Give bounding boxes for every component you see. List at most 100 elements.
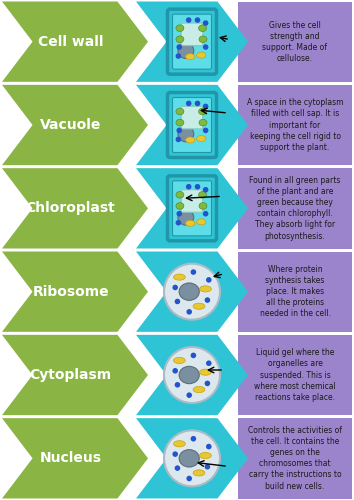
Ellipse shape [178, 210, 194, 225]
Circle shape [176, 220, 181, 226]
Polygon shape [136, 2, 248, 82]
Ellipse shape [173, 440, 185, 447]
Circle shape [187, 309, 192, 314]
Ellipse shape [200, 452, 211, 458]
Circle shape [203, 128, 209, 133]
Ellipse shape [199, 25, 206, 32]
Circle shape [172, 452, 178, 457]
Circle shape [206, 360, 212, 366]
Polygon shape [2, 252, 148, 332]
Circle shape [175, 298, 180, 304]
Circle shape [195, 100, 200, 106]
Ellipse shape [178, 43, 194, 59]
Circle shape [172, 368, 178, 374]
Ellipse shape [176, 192, 184, 198]
Circle shape [186, 18, 192, 23]
FancyBboxPatch shape [172, 181, 211, 236]
FancyBboxPatch shape [167, 176, 217, 241]
Ellipse shape [179, 450, 199, 467]
Circle shape [205, 298, 210, 303]
Circle shape [176, 136, 181, 142]
Circle shape [176, 44, 182, 50]
Circle shape [190, 436, 196, 442]
Circle shape [205, 464, 210, 469]
Bar [238, 2, 352, 82]
Polygon shape [136, 85, 248, 165]
Text: Gives the cell
strength and
support. Made of
cellulose.: Gives the cell strength and support. Mad… [263, 20, 327, 63]
Polygon shape [2, 418, 148, 498]
Ellipse shape [176, 108, 184, 115]
Circle shape [203, 104, 209, 109]
Ellipse shape [193, 470, 205, 476]
Circle shape [205, 380, 210, 386]
Circle shape [172, 284, 178, 290]
Ellipse shape [176, 36, 184, 43]
Circle shape [203, 187, 209, 192]
Circle shape [195, 184, 200, 190]
Ellipse shape [176, 202, 184, 209]
Ellipse shape [179, 366, 199, 384]
Ellipse shape [193, 303, 205, 310]
Text: Where protein
synthesis takes
place. It makes
all the proteins
needed in the cel: Where protein synthesis takes place. It … [259, 265, 331, 318]
FancyBboxPatch shape [181, 190, 203, 212]
Ellipse shape [178, 126, 194, 142]
Ellipse shape [196, 219, 206, 225]
Ellipse shape [185, 220, 195, 226]
Ellipse shape [196, 136, 206, 141]
Text: A space in the cytoplasm
filled with cell sap. It is
important for
keeping the c: A space in the cytoplasm filled with cel… [247, 98, 343, 152]
Circle shape [203, 44, 209, 50]
Ellipse shape [199, 192, 206, 198]
Ellipse shape [173, 358, 185, 364]
Circle shape [203, 211, 209, 216]
Text: Nucleus: Nucleus [40, 452, 102, 466]
Bar [238, 418, 352, 498]
Bar [238, 85, 352, 165]
Text: Cytoplasm: Cytoplasm [29, 368, 112, 382]
Bar [238, 168, 352, 248]
Polygon shape [136, 168, 248, 248]
Circle shape [176, 54, 181, 59]
Text: Liquid gel where the
organelles are
suspended. This is
where most chemical
react: Liquid gel where the organelles are susp… [254, 348, 336, 402]
Ellipse shape [200, 369, 211, 376]
Ellipse shape [176, 120, 184, 126]
Text: Cell wall: Cell wall [38, 34, 103, 48]
Circle shape [206, 444, 212, 450]
Ellipse shape [176, 25, 184, 32]
Circle shape [176, 128, 182, 133]
FancyBboxPatch shape [181, 23, 203, 46]
Polygon shape [2, 335, 148, 415]
Polygon shape [2, 168, 148, 248]
Circle shape [164, 347, 220, 403]
Ellipse shape [199, 108, 206, 115]
Text: Ribosome: Ribosome [32, 284, 109, 298]
Polygon shape [2, 2, 148, 82]
FancyBboxPatch shape [181, 106, 203, 129]
Ellipse shape [200, 286, 211, 292]
Ellipse shape [199, 120, 207, 126]
Text: Found in all green parts
of the plant and are
green because they
contain chlorop: Found in all green parts of the plant an… [249, 176, 341, 240]
Polygon shape [2, 85, 148, 165]
Circle shape [195, 18, 200, 23]
Circle shape [164, 264, 220, 320]
FancyBboxPatch shape [167, 92, 217, 158]
Circle shape [190, 270, 196, 275]
FancyBboxPatch shape [172, 98, 211, 152]
Circle shape [190, 352, 196, 358]
Bar [238, 252, 352, 332]
Ellipse shape [196, 52, 206, 58]
Circle shape [187, 392, 192, 398]
Text: Controls the activities of
the cell. It contains the
genes on the
chromosomes th: Controls the activities of the cell. It … [248, 426, 342, 490]
Ellipse shape [193, 386, 205, 392]
Ellipse shape [173, 274, 185, 280]
Circle shape [164, 430, 220, 486]
Ellipse shape [185, 54, 195, 60]
FancyBboxPatch shape [172, 14, 211, 69]
Bar [238, 335, 352, 415]
Ellipse shape [179, 283, 199, 300]
Text: Chloroplast: Chloroplast [26, 202, 115, 215]
Ellipse shape [185, 137, 195, 143]
Circle shape [206, 277, 212, 282]
Ellipse shape [199, 36, 207, 43]
Circle shape [175, 466, 180, 471]
Ellipse shape [199, 202, 207, 209]
